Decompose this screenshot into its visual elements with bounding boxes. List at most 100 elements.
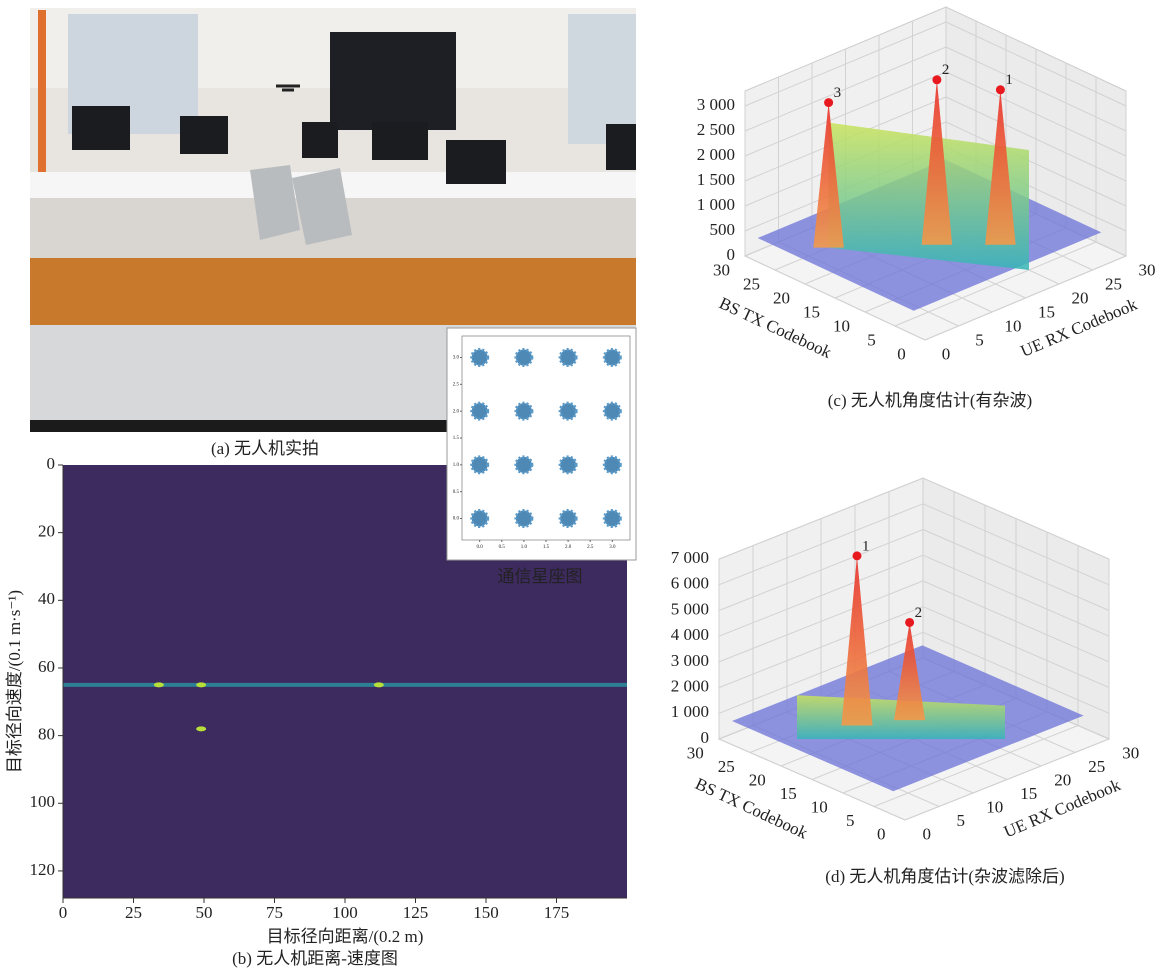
x-tick-label: 1.5 (543, 545, 550, 550)
y-tick-label: 40 (38, 589, 55, 608)
z-tick-label: 0 (727, 245, 736, 264)
x-tick-label: 125 (403, 903, 429, 922)
y-tick-label: 0 (47, 454, 56, 473)
y-tick-label: 80 (38, 725, 55, 744)
symbol-cluster (516, 403, 532, 419)
x-tick-label: 20 (749, 770, 766, 789)
y-tick-label: 20 (1054, 770, 1071, 789)
y-tick-label: 100 (30, 792, 56, 811)
x-tick-label: 50 (196, 903, 213, 922)
x-tick-label: 150 (473, 903, 499, 922)
z-tick-label: 7 000 (671, 548, 709, 567)
peak-marker (853, 551, 862, 560)
x-tick-label: 2.0 (565, 545, 572, 550)
hotspot (196, 726, 206, 731)
x-tick-label: 25 (743, 275, 760, 294)
x-tick-label: 0.0 (477, 545, 484, 550)
y-tick-label: 30 (1122, 743, 1139, 762)
symbol-cluster (472, 511, 488, 527)
peak-marker (824, 98, 833, 107)
x-tick-label: 15 (780, 784, 797, 803)
x-tick-label: 175 (544, 903, 570, 922)
symbol-cluster (516, 349, 532, 365)
peak-label: 2 (915, 605, 923, 621)
y-tick-label: 60 (38, 657, 55, 676)
peak-label: 1 (862, 538, 870, 554)
caption: 通信星座图 (498, 567, 583, 586)
peak-marker (932, 75, 941, 84)
x-tick-label: 15 (803, 303, 820, 322)
z-tick-label: 1 000 (671, 702, 709, 721)
y-tick-label: 20 (1072, 289, 1089, 308)
symbol-cluster (516, 511, 532, 527)
peak-marker (905, 618, 914, 627)
z-tick-label: 500 (710, 220, 736, 239)
x-tick-label: 100 (332, 903, 358, 922)
z-tick-label: 1 000 (697, 195, 735, 214)
x-tick-label: 3.0 (609, 545, 616, 550)
y-tick-label: 2.5 (453, 382, 460, 387)
y-tick-label: 5 (975, 331, 984, 350)
x-tick-label: 2.5 (587, 545, 594, 550)
z-tick-label: 2 000 (697, 145, 735, 164)
x-tick-label: 0.5 (499, 545, 506, 550)
z-tick-label: 6 000 (671, 574, 709, 593)
hotspot (374, 682, 384, 687)
x-tick-label: 10 (833, 317, 850, 336)
x-tick-label: 20 (773, 289, 790, 308)
hotspot (154, 682, 164, 687)
symbol-cluster (516, 457, 532, 473)
symbol-cluster (560, 403, 576, 419)
x-tick-label: 10 (811, 797, 828, 816)
z-tick-label: 0 (701, 728, 710, 747)
x-tick-label: 25 (125, 903, 142, 922)
y-tick-label: 2.0 (453, 409, 460, 414)
z-tick-label: 2 000 (671, 677, 709, 696)
symbol-cluster (604, 511, 620, 527)
peak-label: 1 (1005, 72, 1013, 88)
symbol-cluster (472, 349, 488, 365)
y-tick-label: 15 (1020, 784, 1037, 803)
z-tick-label: 2 500 (697, 120, 735, 139)
y-tick-label: 5 (956, 811, 965, 830)
symbol-cluster (560, 349, 576, 365)
peak-label: 2 (942, 62, 950, 78)
y-tick-label: 10 (1005, 317, 1022, 336)
y-tick-label: 25 (1105, 275, 1122, 294)
surface-panel: 05101520253005101520253005001 0001 5002 … (697, 7, 1156, 410)
symbol-cluster (604, 457, 620, 473)
caption: (d) 无人机角度估计(杂波滤除后) (825, 867, 1064, 886)
symbol-cluster (472, 403, 488, 419)
symbol-cluster (604, 349, 620, 365)
peak-label: 3 (834, 85, 842, 101)
symbol-cluster (604, 403, 620, 419)
z-tick-label: 5 000 (671, 599, 709, 618)
y-tick-label: 120 (30, 860, 56, 879)
y-tick-label: 15 (1038, 303, 1055, 322)
y-tick-label: 0 (942, 345, 951, 364)
hotspot (196, 682, 206, 687)
y-tick-label: 1.0 (453, 463, 460, 468)
caption: (c) 无人机角度估计(有杂波) (828, 391, 1032, 410)
y-tick-label: 10 (986, 797, 1003, 816)
y-tick-label: 20 (38, 522, 55, 541)
x-tick-label: 0 (59, 903, 68, 922)
z-tick-label: 1 500 (697, 170, 735, 189)
x-axis-label: 目标径向距离/(0.2 m) (267, 927, 424, 946)
x-tick-label: 25 (718, 757, 735, 776)
y-tick-label: 0.5 (453, 490, 460, 495)
y-tick-label: 30 (1139, 261, 1156, 280)
caption: (a) 无人机实拍 (211, 439, 319, 458)
z-tick-label: 3 000 (697, 95, 735, 114)
x-tick-label: 5 (846, 811, 855, 830)
surface-panel: 05101520253005101520253001 0002 0003 000… (671, 478, 1139, 886)
symbol-cluster (560, 511, 576, 527)
z-tick-label: 4 000 (671, 625, 709, 644)
symbol-cluster (472, 457, 488, 473)
caption: (b) 无人机距离-速度图 (232, 949, 398, 968)
y-tick-label: 3.0 (453, 356, 460, 361)
x-tick-label: 0 (897, 345, 906, 364)
y-tick-label: 0 (922, 824, 931, 843)
y-tick-label: 25 (1088, 757, 1105, 776)
